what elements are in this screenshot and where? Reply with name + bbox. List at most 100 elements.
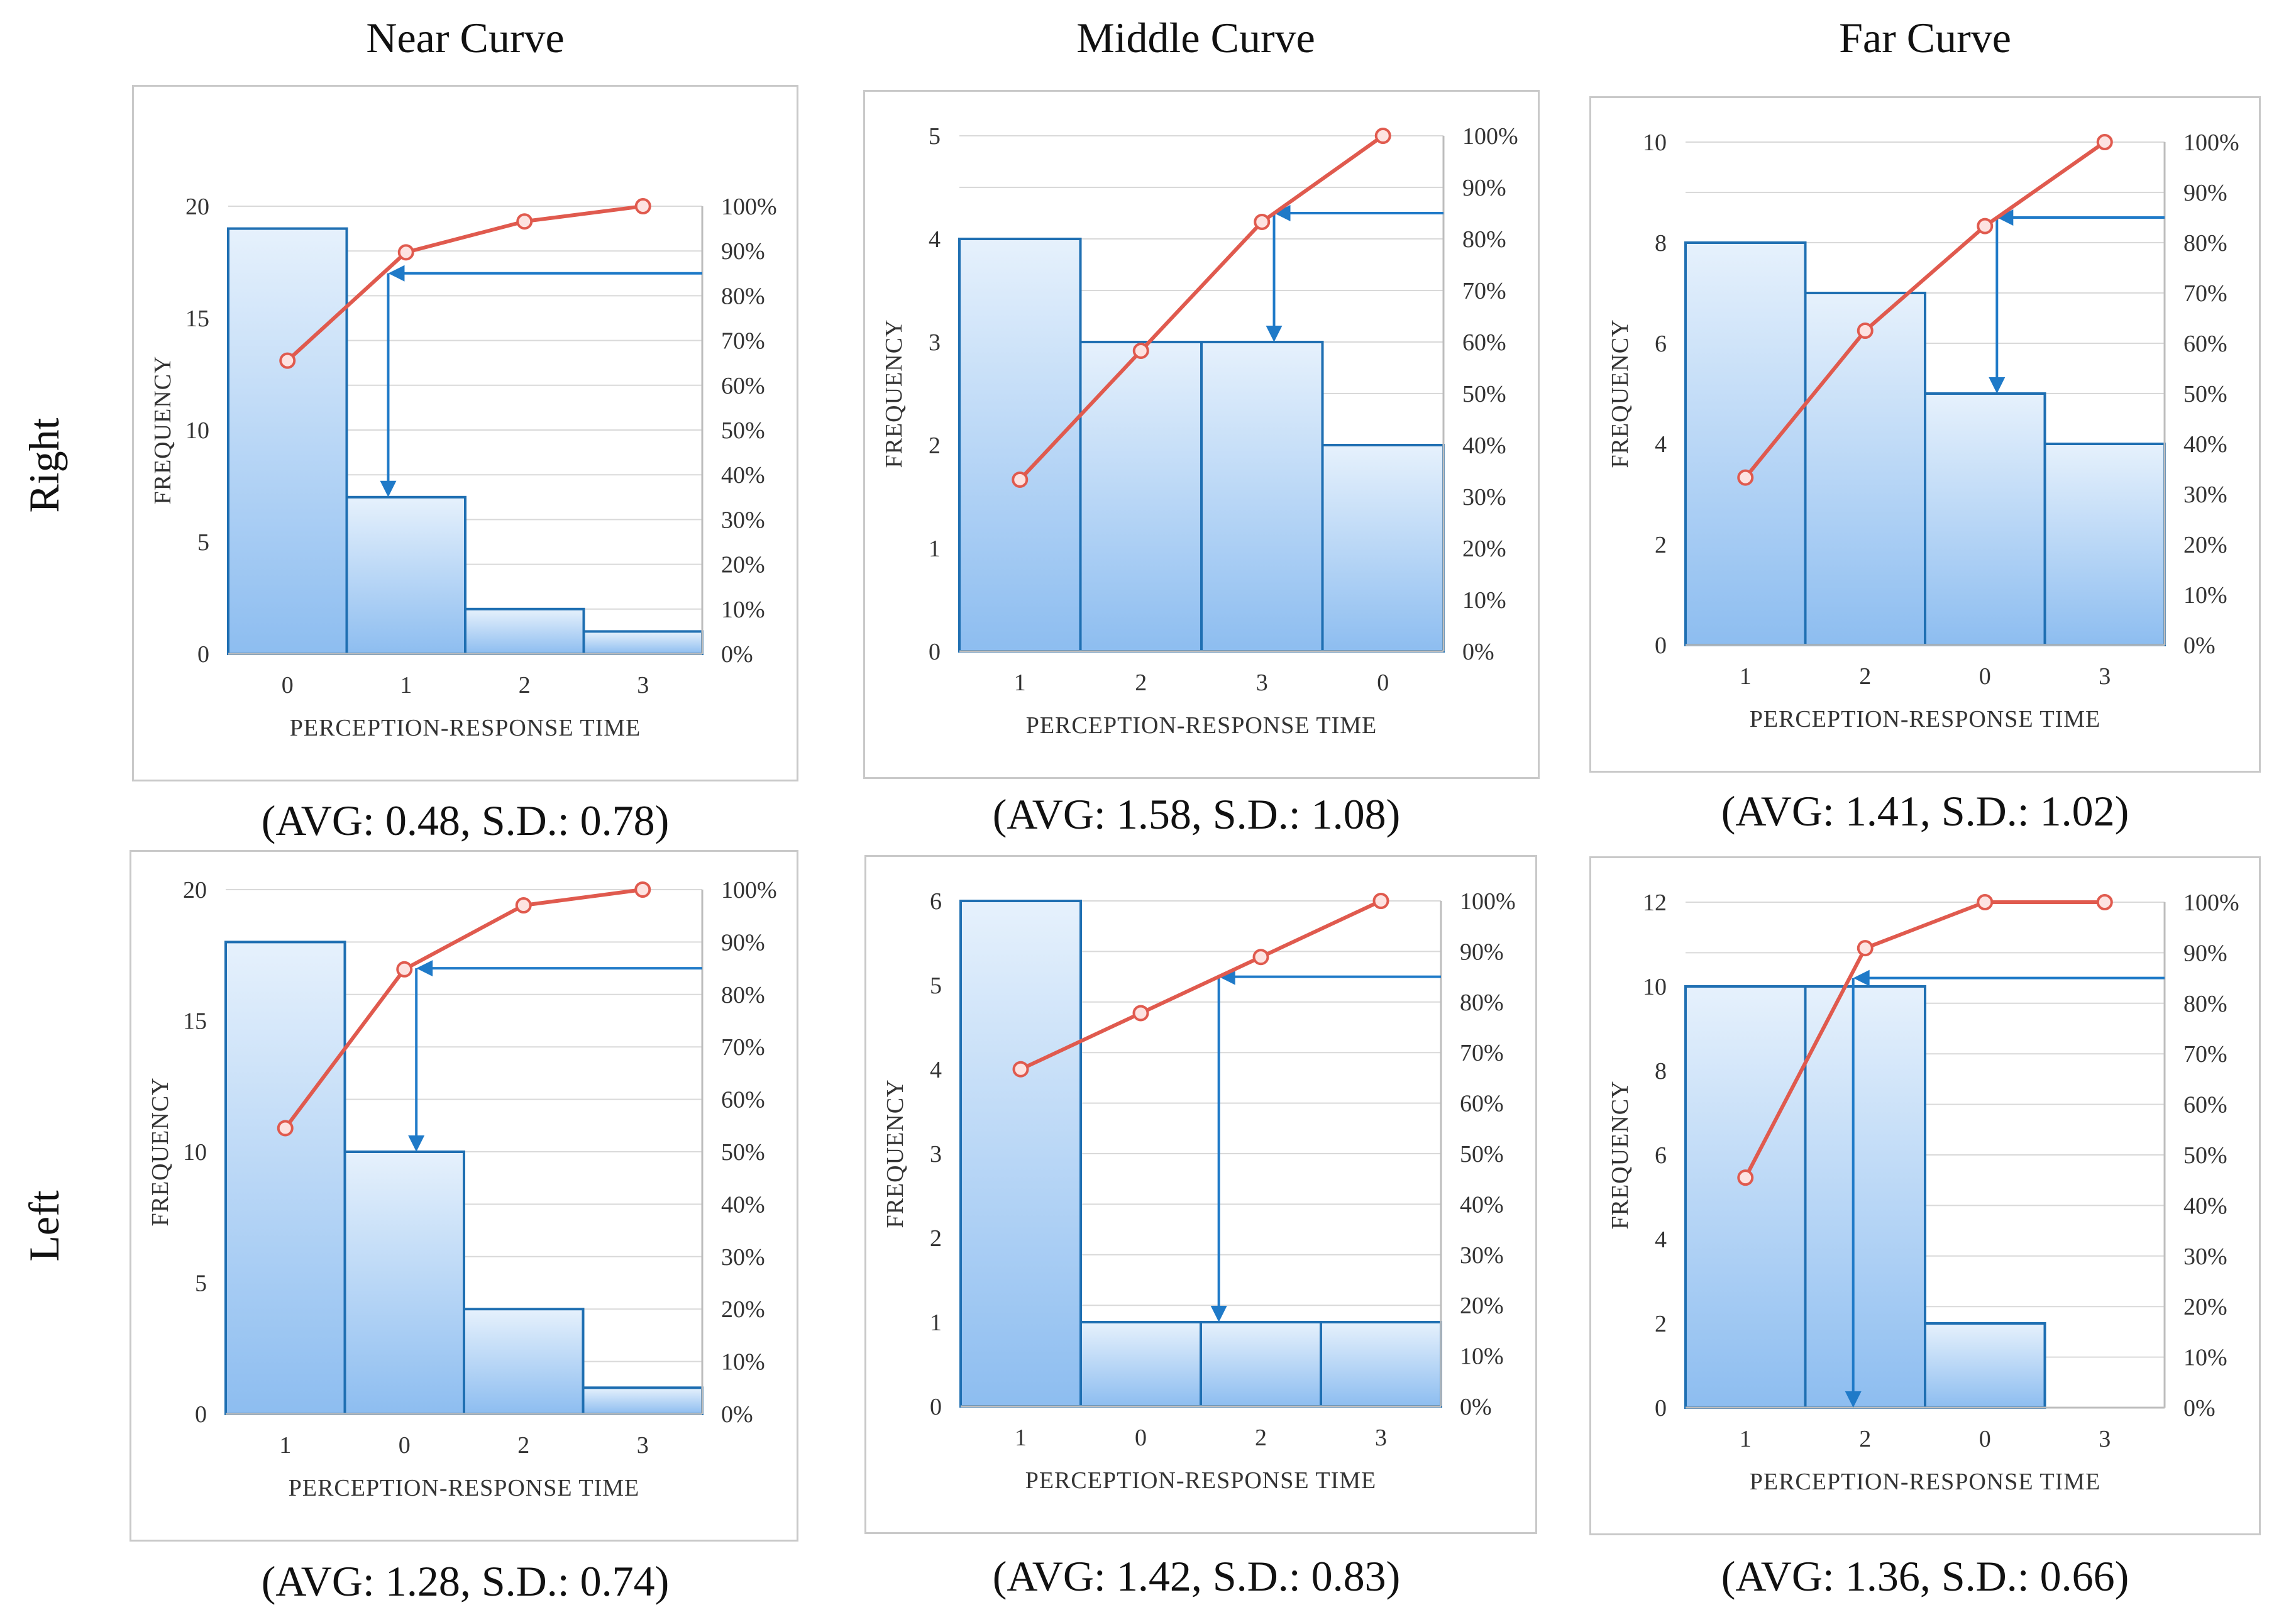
x-axis-title: PERCEPTION-RESPONSE TIME [1025,1467,1377,1494]
y2-tick-label: 60% [2183,331,2227,357]
y2-tick-label: 50% [1462,381,1506,407]
y2-tick-label: 0% [2183,1395,2216,1421]
bar [1684,241,1807,646]
cumulative-line [1743,900,2105,1179]
cumulative-point [279,352,296,369]
bar [1079,341,1203,653]
y-axis-title: FREQUENCY [881,319,907,468]
x-tick-label: 2 [1135,670,1147,696]
y-tick-label: 1 [930,1310,942,1336]
bar [345,495,466,655]
y-tick-label: 4 [1655,1227,1667,1253]
bar [1804,985,1926,1409]
x-tick-label: 3 [637,1432,649,1459]
arrow-head [408,1135,425,1152]
chart-svg: 0123450%10%20%30%40%50%60%70%80%90%100%1… [881,123,1518,739]
y-axis-title: FREQUENCY [1607,319,1633,468]
cumulative-point [515,897,532,914]
chart-svg: 051015200%10%20%30%40%50%60%70%80%90%100… [150,194,777,741]
y2-tick-label: 100% [1460,888,1516,915]
x-tick-label: 2 [517,1432,529,1459]
x-tick-label: 2 [1255,1425,1267,1451]
y2-tick-label: 50% [721,417,765,444]
y2-tick-label: 40% [2183,1193,2227,1219]
bar [959,900,1082,1408]
y2-tick-label: 80% [1462,226,1506,253]
bar [227,227,348,656]
y-tick-label: 0 [1655,632,1667,659]
y2-tick-label: 80% [2183,991,2227,1017]
chart-panel-left-middle: 0 1 2 3 4 5 6 0% 10% 20% 30% 40% 50% 60% 70% 80% 90% 100%… [864,855,1537,1534]
y2-tick-label: 40% [721,462,765,488]
stats-right-near: (AVG: 0.48, S.D.: 0.78) [261,797,670,844]
cumulative-line [1743,140,2106,479]
y-tick-label: 0 [195,1401,207,1428]
bar [1200,1321,1322,1408]
cumulative-point [634,198,651,214]
column-title-middle: Middle Curve [1076,14,1315,62]
arrow-head [416,960,433,977]
y2-tick-label: 80% [1460,990,1504,1016]
row-label-left: Left [20,1190,68,1262]
y-tick-label: 2 [1655,1311,1667,1337]
y2-tick-label: 30% [721,507,765,533]
bar [1200,341,1324,653]
stats-right-far: (AVG: 1.41, S.D.: 1.02) [1721,787,2129,835]
y2-tick-label: 60% [1462,329,1506,356]
y2-tick-label: 40% [1460,1191,1504,1218]
y-tick-label: 8 [1655,1058,1667,1084]
y-tick-label: 5 [929,123,941,150]
y2-tick-label: 100% [1462,123,1518,150]
y-tick-label: 5 [197,529,209,556]
x-tick-label: 3 [637,672,649,698]
y-tick-label: 15 [183,1008,207,1035]
x-tick-label: 1 [1015,1425,1027,1451]
y2-tick-label: 90% [2183,180,2227,206]
y2-tick-label: 30% [1462,484,1506,510]
y2-tick-label: 70% [721,328,765,355]
arrow-head [1997,209,2014,226]
y-tick-label: 4 [930,1057,942,1083]
cumulative-point [2096,134,2113,150]
y-tick-label: 20 [185,194,209,220]
x-tick-label: 1 [279,1432,291,1459]
chart-svg: 051015200%10%20%30%40%50%60%70%80%90%100… [147,877,777,1501]
stats-left-near: (AVG: 1.28, S.D.: 0.74) [261,1557,670,1605]
stats-right-middle: (AVG: 1.58, S.D.: 1.08) [992,790,1401,838]
y-tick-label: 3 [930,1141,942,1167]
cumulative-point [634,881,651,898]
y-tick-label: 10 [185,417,209,444]
y2-tick-label: 0% [721,641,753,668]
stats-left-middle: (AVG: 1.42, S.D.: 0.83) [992,1552,1401,1600]
x-tick-label: 0 [1135,1425,1147,1451]
y2-tick-label: 0% [1462,639,1494,665]
y2-tick-label: 20% [1460,1293,1504,1319]
x-tick-label: 1 [1740,1426,1752,1452]
cumulative-point [396,961,413,978]
cumulative-line [284,888,643,1130]
cumulative-point [1737,469,1754,486]
y-tick-label: 2 [929,433,941,459]
y2-tick-label: 20% [1462,536,1506,562]
cumulative-point [1372,893,1389,909]
y2-tick-label: 0% [1460,1394,1492,1420]
y2-tick-label: 50% [2183,1142,2227,1169]
y-tick-label: 4 [1655,431,1667,458]
bar [1804,292,1926,646]
chart-panel-left-far: 0 2 4 6 8 10 12 0% 10% 20% 30% 40% 50% 60% 70% 80% 90% 10… [1589,856,2261,1535]
y-tick-label: 0 [929,639,941,665]
y2-tick-label: 0% [2183,632,2216,659]
cumulative-line [1018,134,1384,481]
y-tick-label: 12 [1643,890,1667,916]
y-tick-label: 5 [195,1271,207,1297]
x-tick-label: 1 [1014,670,1026,696]
y2-tick-label: 90% [721,238,765,265]
x-tick-label: 1 [1740,663,1752,690]
y-tick-label: 10 [183,1139,207,1166]
x-tick-label: 3 [2099,1426,2111,1452]
cumulative-point [1252,949,1269,966]
cumulative-point [397,244,414,261]
y2-tick-label: 0% [721,1401,753,1428]
y2-tick-label: 100% [721,877,777,903]
bar [582,630,704,656]
